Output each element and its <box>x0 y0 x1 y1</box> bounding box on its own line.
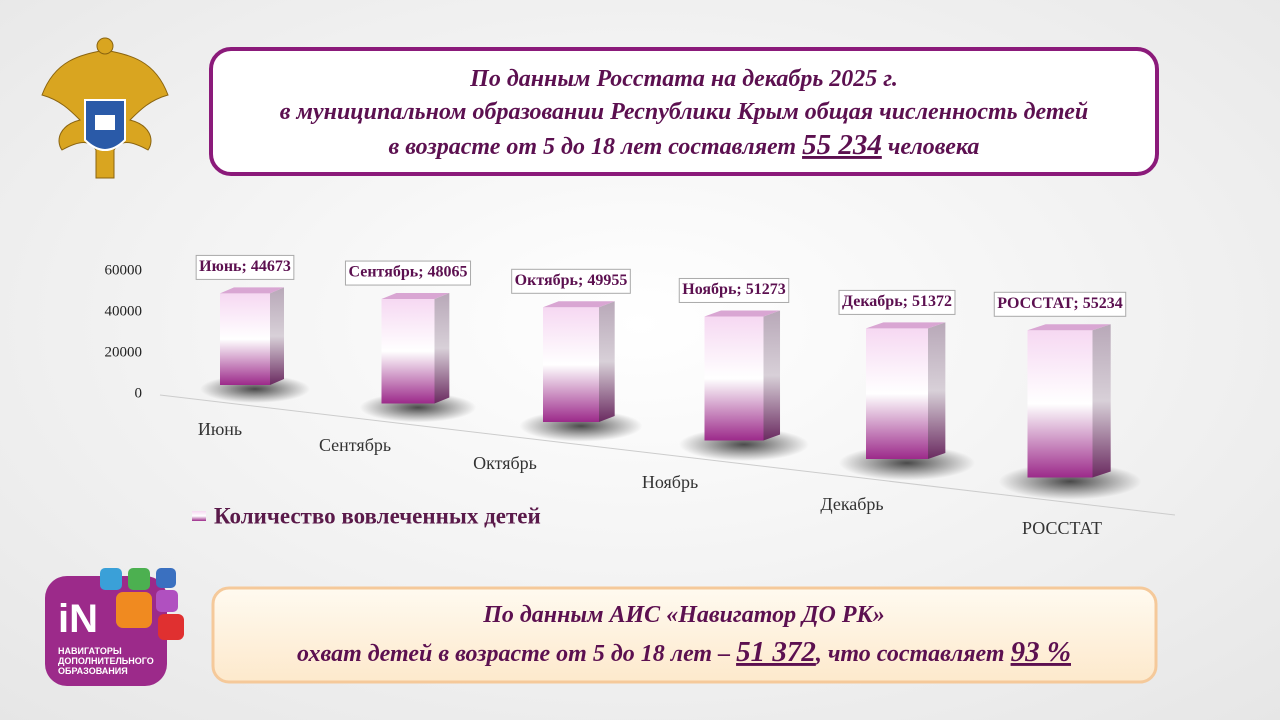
logo-mark: iN <box>58 597 98 641</box>
bar <box>220 293 270 385</box>
value-label-box <box>511 268 631 294</box>
value-label-box <box>678 277 790 303</box>
bar <box>543 307 599 422</box>
bar-top <box>381 293 450 300</box>
bar-top <box>866 322 946 329</box>
value-label: Сентябрь; 48065 <box>348 264 467 281</box>
legend-swatch <box>192 511 206 521</box>
emblem <box>41 37 169 179</box>
x-tick-label: РОССТАТ <box>1022 518 1102 538</box>
header-box <box>209 47 1159 176</box>
x-tick-label: Декабрь <box>820 494 883 514</box>
footer-percent: 93 % <box>1011 636 1071 668</box>
bar-top <box>543 301 615 308</box>
bar-top <box>1027 324 1111 331</box>
bar-top <box>220 287 284 294</box>
bar-side <box>434 293 450 404</box>
value-label: Декабрь; 51372 <box>842 293 952 310</box>
header-line: По данным Росстата на декабрь 2025 г. <box>469 66 898 92</box>
header-line: в возрасте от 5 до 18 лет составляет 55 … <box>389 129 980 161</box>
header-line: в муниципальном образовании Республики К… <box>280 99 1088 125</box>
bar-side <box>1092 324 1111 478</box>
bar-side <box>763 310 781 441</box>
logo: iN НАВИГАТОРЫ ДОПОЛНИТЕЛЬНОГО ОБРАЗОВАНИ… <box>45 568 184 686</box>
x-tick-label: Ноябрь <box>642 472 698 492</box>
footer-line: По данным АИС «Навигатор ДО РК» <box>482 602 885 628</box>
header-text: человека <box>888 134 980 160</box>
footer-number: 51 372 <box>736 636 816 668</box>
value-label: РОССТАТ; 55234 <box>997 295 1122 312</box>
bar-top <box>704 310 781 317</box>
x-tick-label: Июнь <box>198 419 242 439</box>
footer-text: , что составляет <box>815 641 1005 667</box>
logo-text: НАВИГАТОРЫ <box>58 646 122 656</box>
bar <box>1027 330 1093 478</box>
value-label-box <box>993 291 1127 317</box>
bar-side <box>270 287 284 385</box>
y-tick-label: 20000 <box>105 344 143 360</box>
value-label: Октябрь; 49955 <box>515 272 628 289</box>
bar <box>381 299 435 404</box>
x-tick-label: Сентябрь <box>319 435 391 455</box>
chart: 0 20000 40000 60000 Июнь; 44673 Июнь Сентябрь;… <box>105 254 1176 538</box>
header-text: в возрасте от 5 до 18 лет составляет <box>389 134 797 160</box>
value-label-box <box>838 289 956 315</box>
header-number: 55 234 <box>802 129 882 161</box>
logo-text: ДОПОЛНИТЕЛЬНОГО <box>58 656 154 666</box>
footer-text: охват детей в возрасте от 5 до 18 лет – <box>297 641 730 667</box>
y-tick-label: 40000 <box>105 303 143 319</box>
y-tick-label: 0 <box>135 385 143 401</box>
value-label: Ноябрь; 51273 <box>682 281 785 298</box>
legend-label: Количество вовлеченных детей <box>214 503 541 528</box>
logo-text: ОБРАЗОВАНИЯ <box>58 666 128 676</box>
value-label-box <box>195 254 295 280</box>
bar <box>866 328 928 459</box>
floor-line <box>159 394 1176 516</box>
footer-box <box>211 586 1158 684</box>
footer-line: охват детей в возрасте от 5 до 18 лет – … <box>297 636 1071 668</box>
x-tick-label: Октябрь <box>473 453 537 473</box>
value-label-box <box>344 260 472 286</box>
bar <box>704 316 764 441</box>
bar-side <box>928 322 946 459</box>
value-label: Июнь; 44673 <box>199 258 291 275</box>
y-tick-label: 60000 <box>105 262 143 278</box>
bar-side <box>599 301 615 422</box>
